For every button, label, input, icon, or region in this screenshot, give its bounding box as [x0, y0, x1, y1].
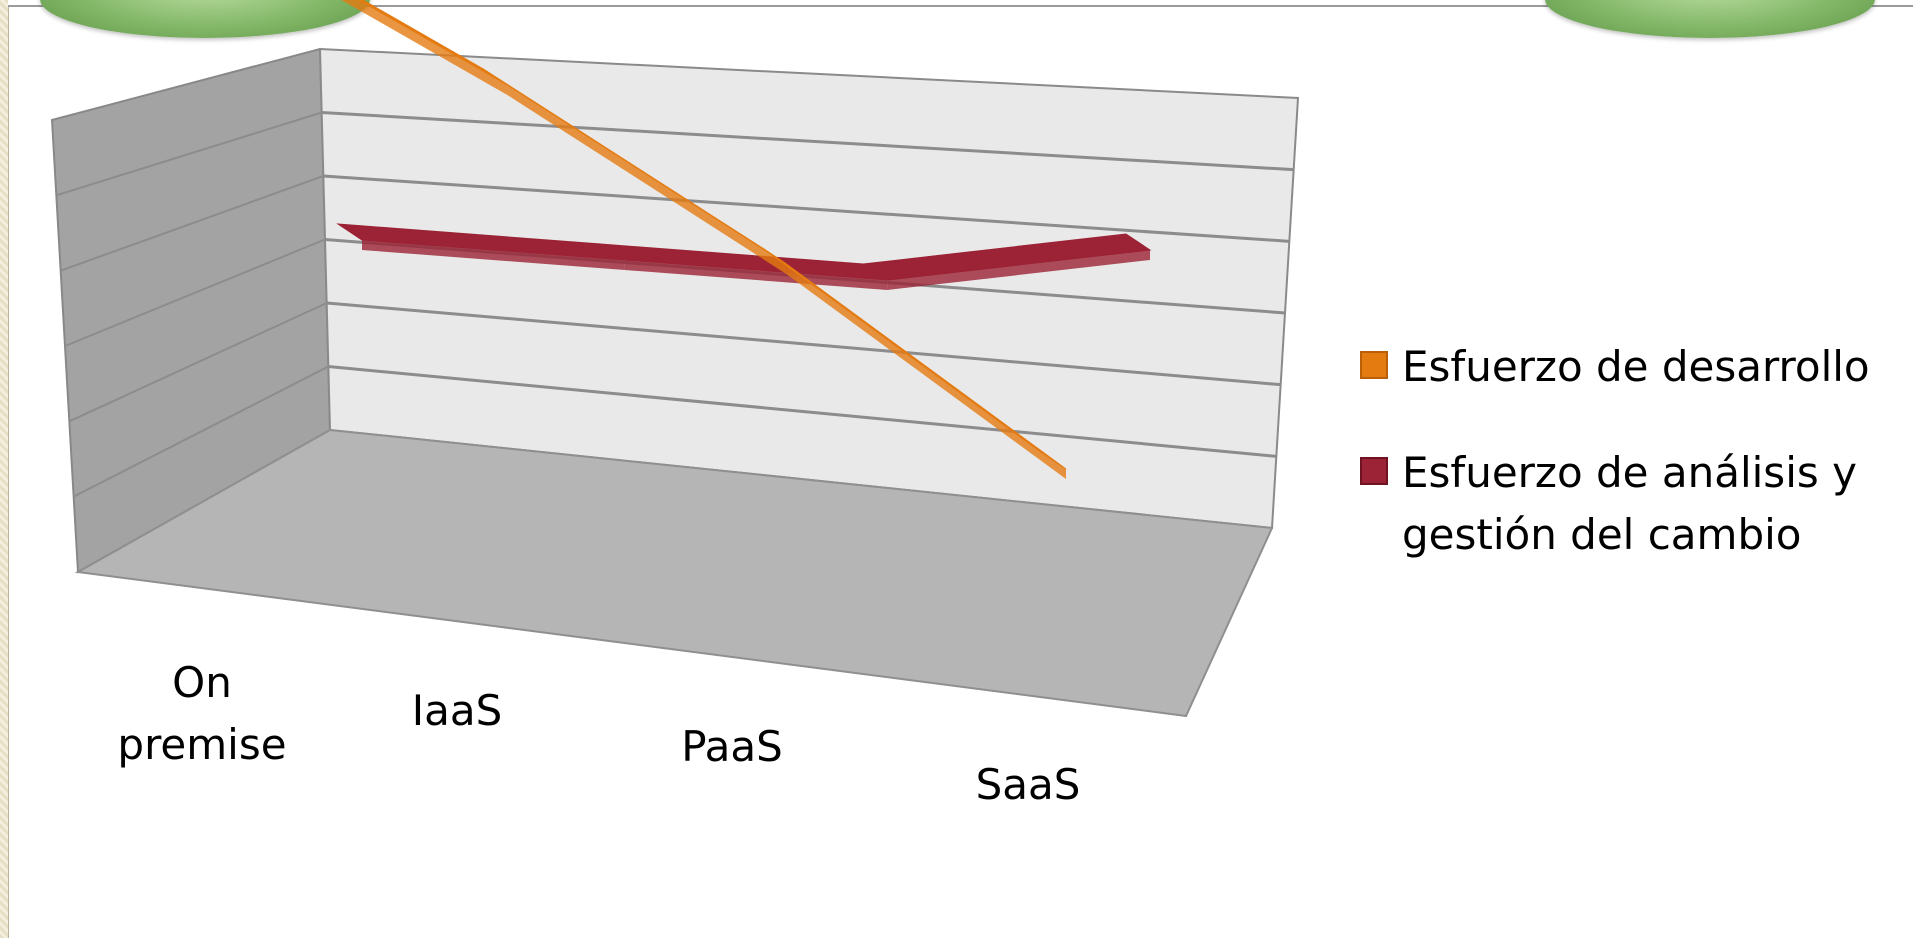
series-0-edge-2 [786, 264, 1066, 479]
series-0-edge-0 [341, 0, 508, 95]
gridline-back-1 [328, 365, 1277, 458]
legend-swatch-desarrollo [1360, 351, 1388, 379]
chart-floor [74, 428, 1274, 718]
chart-series-layer [336, 0, 1152, 479]
x-axis-label-on-premise: On premise [117, 658, 287, 769]
gridline-side-3 [64, 238, 326, 347]
gridline-back-2 [326, 301, 1281, 387]
legend-swatch-analisis [1360, 457, 1388, 485]
gridline-side-2 [68, 302, 328, 423]
x-axis-label-paas: PaaS [681, 722, 783, 771]
chart-gridlines [56, 111, 1294, 498]
slide-frame-top [8, 0, 1913, 7]
series-1-edge-0 [362, 240, 625, 270]
series-1-edge-1 [624, 260, 888, 290]
series-0-edge-1 [507, 85, 787, 275]
gridline-back-5 [321, 111, 1294, 172]
legend-item-desarrollo: Esfuerzo de desarrollo [1360, 336, 1900, 398]
legend-label-desarrollo: Esfuerzo de desarrollo [1402, 342, 1870, 391]
gridline-back-4 [323, 174, 1290, 243]
series-1 [336, 223, 1152, 290]
chart-legend: Esfuerzo de desarrollo Esfuerzo de análi… [1360, 336, 1900, 610]
series-0 [341, 0, 1067, 479]
series-1-edge-2 [887, 250, 1150, 290]
x-axis-label-iaas: IaaS [411, 686, 503, 735]
gridline-side-4 [60, 175, 324, 272]
legend-item-analisis: Esfuerzo de análisis y gestión del cambi… [1360, 442, 1900, 566]
slide-frame-left [0, 0, 9, 938]
x-axis-label-saas: SaaS [975, 760, 1081, 809]
gridline-side-5 [56, 111, 322, 197]
legend-label-analisis: Esfuerzo de análisis y gestión del cambi… [1402, 448, 1857, 559]
gridline-side-1 [73, 365, 329, 498]
